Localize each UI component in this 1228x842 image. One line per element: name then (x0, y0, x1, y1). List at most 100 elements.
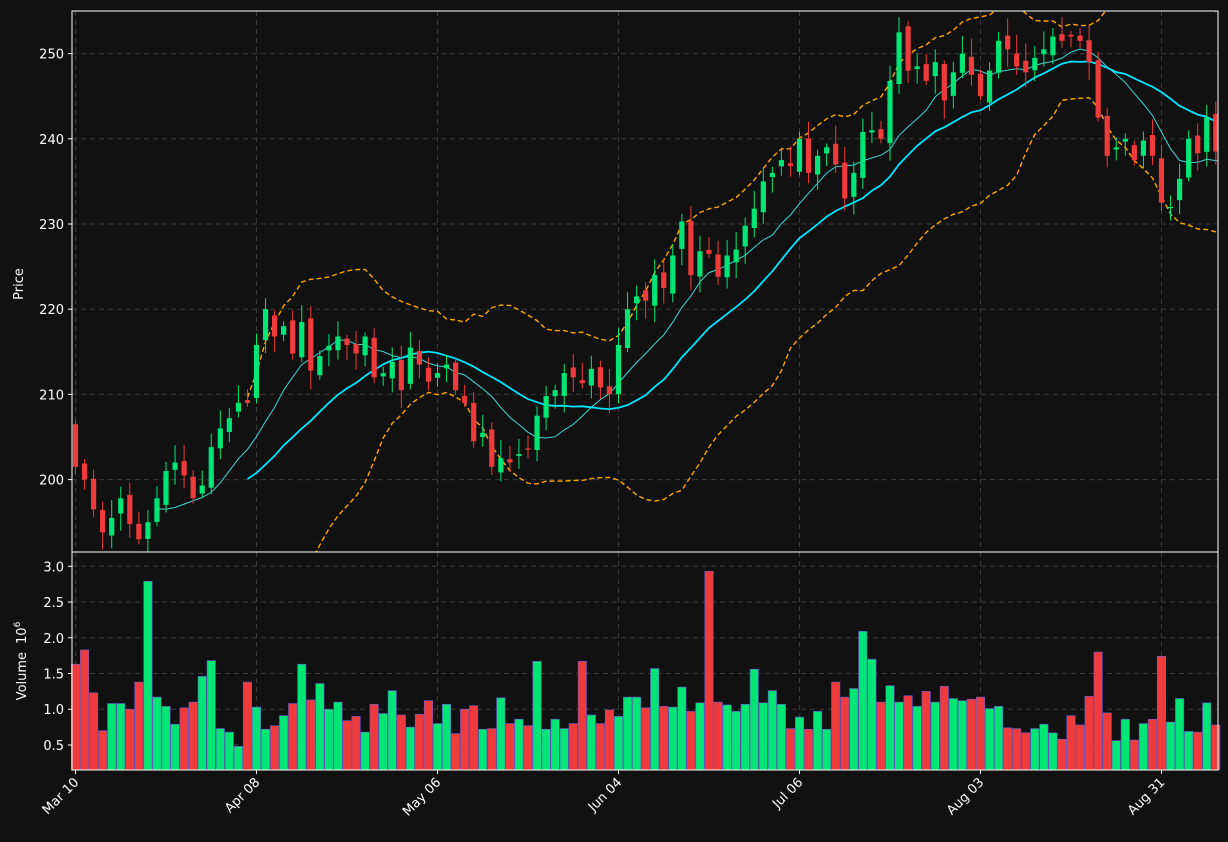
volume-bar (568, 723, 578, 771)
candle-body (1041, 49, 1047, 55)
price-y-ticks: 200 210 220 230 240 250 (39, 48, 72, 489)
candle-body (272, 315, 278, 337)
volume-bar (369, 703, 379, 771)
volume-bar (161, 706, 171, 771)
candle-body (860, 131, 866, 178)
volume-bar (170, 723, 180, 771)
volume-bar (306, 699, 316, 771)
volume-axis-exponent-power: 6 (13, 621, 23, 627)
volume-bar (242, 681, 252, 771)
candle-body (824, 147, 830, 154)
candle-body (1149, 135, 1156, 156)
volume-bar (451, 733, 461, 771)
volume-bar (831, 681, 841, 771)
candle-body (1113, 147, 1119, 150)
candle-body (498, 458, 504, 473)
candle-body (362, 336, 368, 356)
candle-body (1186, 138, 1192, 178)
candle-body (896, 32, 902, 84)
candle-body (661, 272, 667, 288)
volume-bar (1166, 721, 1176, 771)
volume-bar (288, 703, 298, 771)
volume-bar (822, 728, 832, 771)
candle-body (91, 478, 97, 510)
candle-body (968, 56, 975, 75)
candle-body (163, 471, 169, 505)
volume-bar (333, 701, 343, 771)
candle-body (389, 362, 395, 379)
candle-body (72, 424, 79, 467)
candle-body (1077, 35, 1083, 41)
volume-bar (197, 676, 207, 771)
volume-bar (776, 703, 786, 771)
candle-body (977, 73, 984, 97)
candle-body (443, 364, 450, 369)
candle-body (1213, 113, 1218, 152)
candle-body (471, 402, 477, 442)
volume-bar (1202, 702, 1212, 771)
candle-body (154, 498, 160, 522)
volume-y-ticks: 0.5 1.0 1.5 2.0 2.5 3.0 (43, 560, 72, 754)
volume-bar (261, 728, 271, 771)
volume-bar (985, 708, 995, 771)
volume-bar (894, 701, 904, 771)
candle-body (606, 386, 613, 395)
candle-body (235, 402, 241, 412)
volume-bar (134, 681, 144, 771)
volume-bar (1111, 740, 1121, 771)
candle-body (959, 53, 965, 73)
candle-body (1023, 60, 1029, 73)
volume-bar (496, 697, 506, 771)
volume-bar (731, 711, 741, 771)
volume-bar (1075, 724, 1085, 771)
volume-bar (885, 685, 895, 771)
candle-body (199, 485, 205, 494)
volume-bar (559, 728, 569, 771)
candle-body (905, 26, 911, 71)
candle-body (217, 428, 223, 449)
volume-bar (215, 728, 225, 771)
candle-body (425, 367, 432, 382)
volume-bar (930, 701, 940, 771)
candle-body (462, 395, 468, 403)
volume-bar (378, 713, 388, 771)
candle-body (769, 172, 775, 178)
volume-bar (650, 668, 660, 771)
volume-bar (152, 696, 162, 771)
candle-body (100, 510, 106, 533)
candle-body (81, 463, 88, 480)
volume-bar (867, 658, 877, 771)
volume-bar (206, 660, 216, 771)
candle-body (697, 251, 703, 277)
candle-body (751, 208, 757, 228)
volume-bar (1102, 712, 1112, 771)
volume-bar (270, 725, 280, 771)
volume-bar (541, 728, 551, 771)
volume-axis-exponent-base: 10 (15, 627, 30, 644)
volume-bar (360, 731, 370, 771)
candle-body (588, 368, 594, 386)
volume-bar (1129, 739, 1139, 771)
volume-bar (460, 708, 470, 771)
price-tick-label: 240 (39, 133, 64, 148)
candle-body (1195, 135, 1201, 154)
volume-bar (840, 696, 850, 771)
candle-body (434, 373, 441, 378)
volume-bar (432, 723, 442, 771)
candle-body (869, 130, 875, 133)
volume-bar (849, 688, 859, 771)
candle-body (805, 138, 812, 173)
volume-bar (1120, 718, 1130, 771)
volume-bar (994, 706, 1004, 771)
candle-body (1014, 53, 1020, 67)
volume-bar (107, 703, 117, 771)
volume-bar (577, 661, 587, 771)
volume-bar (550, 718, 560, 771)
volume-bar (595, 723, 605, 771)
candle-body (453, 362, 459, 391)
volume-bar (252, 706, 262, 771)
candle-body (724, 255, 730, 278)
volume-bar (143, 581, 153, 771)
volume-bar (623, 696, 633, 771)
